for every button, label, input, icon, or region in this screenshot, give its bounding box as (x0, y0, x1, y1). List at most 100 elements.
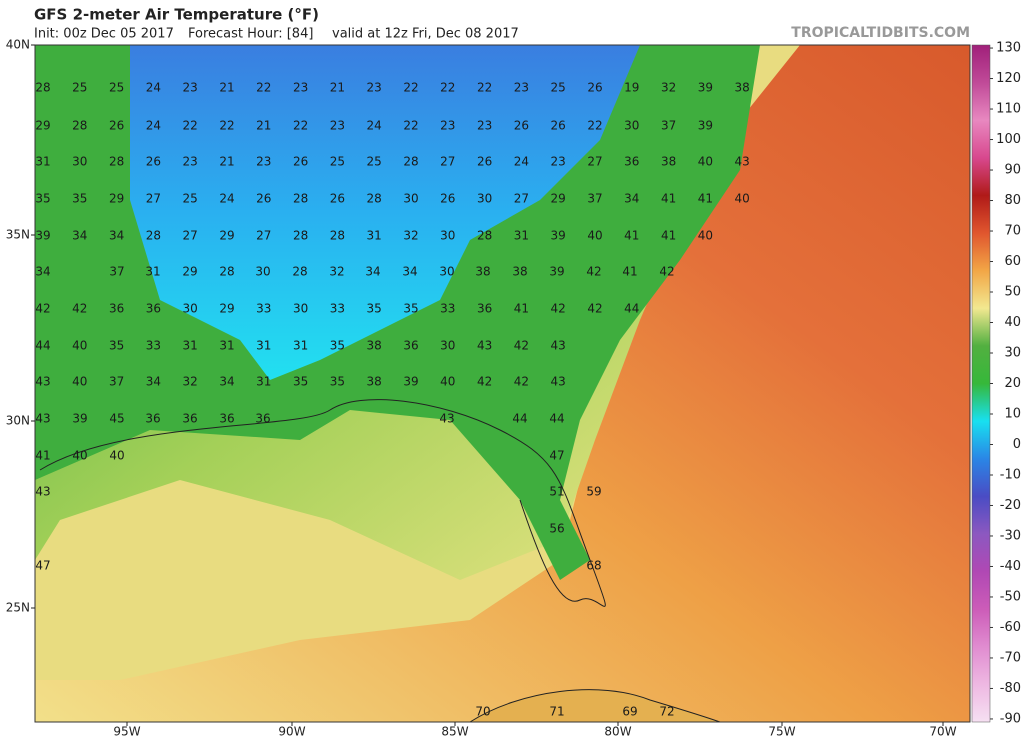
station-value: 37 (109, 375, 124, 389)
station-value: 40 (698, 155, 713, 169)
station-value: 31 (35, 155, 50, 169)
station-value: 56 (549, 522, 564, 536)
station-value: 43 (477, 339, 492, 353)
station-value: 39 (549, 265, 564, 279)
station-value: 32 (329, 265, 344, 279)
station-value: 36 (219, 412, 234, 426)
lon-label: 75W (768, 725, 795, 739)
station-value: 31 (514, 229, 529, 243)
station-value: 36 (255, 412, 270, 426)
station-value: 36 (403, 339, 418, 353)
station-value: 37 (661, 119, 676, 133)
station-value: 22 (256, 81, 271, 95)
station-value: 31 (183, 339, 198, 353)
station-value: 47 (35, 559, 50, 573)
colorbar-label: 20 (1004, 376, 1021, 391)
station-value: 27 (514, 192, 529, 206)
station-value: 32 (661, 81, 676, 95)
station-value: 26 (256, 192, 271, 206)
lat-label: 40N (6, 38, 30, 52)
colorbar-label: 10 (1004, 406, 1021, 421)
station-value: 29 (109, 192, 124, 206)
lat-label: 25N (6, 601, 30, 615)
station-value: 36 (477, 302, 492, 316)
station-value: 23 (183, 155, 198, 169)
station-value: 38 (475, 265, 490, 279)
station-value: 28 (367, 192, 382, 206)
forecast-hour: Forecast Hour: [84] (188, 27, 313, 42)
station-value: 39 (72, 412, 87, 426)
station-value: 21 (256, 119, 271, 133)
station-value: 40 (698, 229, 713, 243)
station-value: 39 (698, 81, 713, 95)
station-value: 38 (367, 375, 382, 389)
station-value: 42 (551, 302, 566, 316)
station-value: 26 (330, 192, 345, 206)
station-value: 23 (551, 155, 566, 169)
colorbar-label: -80 (1000, 681, 1021, 696)
station-value: 40 (72, 375, 87, 389)
station-value: 23 (183, 81, 198, 95)
station-value: 42 (659, 265, 674, 279)
station-value: 31 (256, 339, 271, 353)
station-value: 36 (145, 412, 160, 426)
station-value: 41 (698, 192, 713, 206)
station-value: 26 (440, 192, 455, 206)
station-value: 25 (367, 155, 382, 169)
colorbar-label: 110 (996, 102, 1021, 117)
station-value: 69 (622, 705, 637, 719)
init-time: Init: 00z Dec 05 2017 (34, 27, 174, 42)
colorbar-label: -40 (1000, 559, 1021, 574)
station-value: 23 (440, 119, 455, 133)
station-value: 44 (549, 412, 564, 426)
station-value: 32 (183, 375, 198, 389)
colorbar-label: 40 (1004, 315, 1021, 330)
station-value: 39 (698, 119, 713, 133)
colorbar-label: -20 (1000, 498, 1021, 513)
station-value: 47 (549, 449, 564, 463)
station-value: 36 (182, 412, 197, 426)
station-value: 21 (219, 155, 234, 169)
station-value: 25 (551, 81, 566, 95)
station-value: 22 (219, 119, 234, 133)
station-value: 25 (109, 81, 124, 95)
station-value: 28 (219, 265, 234, 279)
station-value: 29 (219, 229, 234, 243)
station-value: 71 (549, 705, 564, 719)
station-value: 44 (35, 339, 50, 353)
station-value: 27 (440, 155, 455, 169)
station-value: 22 (587, 119, 602, 133)
station-value: 29 (219, 302, 234, 316)
station-value: 28 (330, 229, 345, 243)
station-value: 30 (477, 192, 492, 206)
map-frame (34, 44, 971, 723)
station-value: 42 (586, 265, 601, 279)
station-value: 34 (365, 265, 380, 279)
station-value: 33 (330, 302, 345, 316)
colorbar-label: 60 (1004, 254, 1021, 269)
lat-label: 30N (6, 414, 30, 428)
station-value: 37 (587, 192, 602, 206)
station-value: 26 (514, 119, 529, 133)
station-value: 40 (735, 192, 750, 206)
station-value: 40 (587, 229, 602, 243)
map-area (34, 44, 971, 723)
station-value: 24 (219, 192, 234, 206)
station-value: 24 (146, 119, 161, 133)
station-value: 28 (293, 192, 308, 206)
station-value: 42 (587, 302, 602, 316)
station-value: 21 (330, 81, 345, 95)
station-value: 27 (146, 192, 161, 206)
station-value: 34 (109, 229, 124, 243)
station-value: 34 (624, 192, 639, 206)
station-value: 44 (624, 302, 639, 316)
station-value: 23 (514, 81, 529, 95)
lon-label: 90W (278, 725, 305, 739)
station-value: 29 (35, 119, 50, 133)
station-value: 40 (440, 375, 455, 389)
station-value: 29 (551, 192, 566, 206)
station-value: 21 (219, 81, 234, 95)
station-value: 30 (440, 339, 455, 353)
station-value: 43 (35, 375, 50, 389)
